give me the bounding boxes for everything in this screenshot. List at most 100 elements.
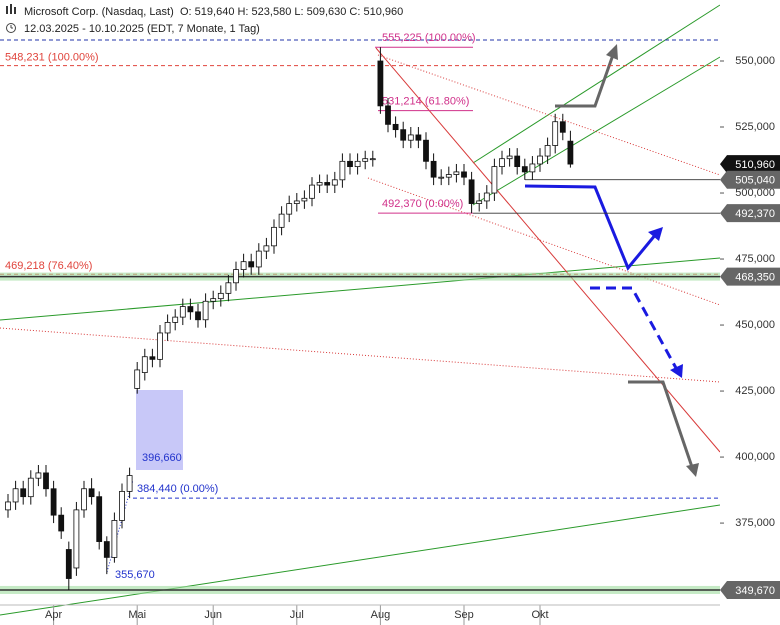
y-tick-label: 450,000 <box>735 319 775 331</box>
y-axis-panel <box>720 0 780 625</box>
candle-body <box>445 174 452 178</box>
x-tick-label: Sep <box>454 609 474 621</box>
x-tick-label: Okt <box>531 609 548 621</box>
candle-body <box>438 176 445 179</box>
candle-body <box>248 261 255 268</box>
candle-body <box>141 356 148 373</box>
candle-body <box>126 475 133 492</box>
candle-body <box>5 501 11 511</box>
candle-body <box>255 250 262 268</box>
candle-body <box>362 158 369 162</box>
candle-body <box>499 158 505 168</box>
candle-body <box>415 134 422 141</box>
price-box <box>720 204 780 223</box>
candle-body <box>468 179 475 204</box>
drawings <box>0 4 721 616</box>
candle-body <box>225 282 232 294</box>
candle-body <box>529 163 536 173</box>
candle-body <box>293 200 300 204</box>
level-label: 469,218 (76.40%) <box>5 260 92 272</box>
level-label: 531,214 (61.80%) <box>382 96 469 108</box>
candle-body <box>301 197 308 202</box>
candle-body <box>96 496 103 542</box>
level-label: 548,231 (100.00%) <box>5 52 99 64</box>
note-label: 396,660 <box>142 452 182 464</box>
price-box <box>720 267 780 286</box>
candle-body <box>347 160 353 168</box>
channel-line <box>472 56 721 206</box>
target-zone <box>136 390 183 470</box>
arrowhead <box>686 463 699 477</box>
y-tick-label: 475,000 <box>735 253 775 265</box>
candle-body <box>35 472 42 479</box>
y-tick-label: 500,000 <box>735 187 775 199</box>
arrowhead <box>648 227 663 241</box>
price-box-label: 505,040 <box>735 175 775 187</box>
candle-body <box>20 488 27 498</box>
candle-body <box>179 306 186 318</box>
candle-body <box>103 541 110 558</box>
candle-body <box>537 155 543 165</box>
candle-body <box>58 514 65 532</box>
candle-body <box>369 158 376 161</box>
candle-body <box>286 203 293 215</box>
candle-body <box>43 472 49 490</box>
x-tick-label: Aug <box>371 609 391 621</box>
instrument-title: Microsoft Corp. (Nasdaq, Last) <box>24 6 174 18</box>
level-label: 492,370 (0.00%) <box>382 198 463 210</box>
header: Microsoft Corp. (Nasdaq, Last) O: 519,64… <box>6 4 403 35</box>
trendline <box>0 327 721 383</box>
candle-body <box>506 155 513 160</box>
candle-body <box>324 182 331 186</box>
candle-body <box>339 160 346 181</box>
channel-line <box>472 4 721 164</box>
y-tick-label: 525,000 <box>735 121 775 133</box>
y-tick-label: 550,000 <box>735 55 775 67</box>
candle-body <box>119 490 125 521</box>
candle-body <box>187 306 194 313</box>
candle-body <box>164 322 171 334</box>
arrow <box>590 286 678 369</box>
trendline <box>377 54 721 176</box>
candle-body <box>81 488 87 511</box>
candle-body <box>157 332 163 360</box>
price-box <box>720 170 780 189</box>
candle-body <box>491 166 498 194</box>
candle-body <box>263 245 270 252</box>
price-box-label: 468,350 <box>735 271 775 283</box>
candle-body <box>521 166 528 173</box>
candle-body <box>271 226 277 247</box>
ohlc: O: 519,640 H: 523,580 L: 509,630 C: 510,… <box>180 6 403 18</box>
candle-body <box>385 105 391 125</box>
candle-body <box>559 121 566 133</box>
candle-body <box>202 300 209 321</box>
candle-body <box>392 123 399 131</box>
trendline <box>375 47 721 453</box>
candle-body <box>278 213 285 228</box>
price-box-label: 510,960 <box>735 159 775 171</box>
trendline <box>0 504 721 616</box>
arrow <box>524 184 658 271</box>
candle-body <box>172 316 179 323</box>
candle-body <box>423 139 429 162</box>
candle-body <box>453 171 460 175</box>
candle-body <box>476 200 483 204</box>
candle-body <box>309 184 315 199</box>
candle-body <box>88 488 95 498</box>
candle-body <box>27 477 34 498</box>
y-tick-label: 425,000 <box>735 385 775 397</box>
candle-body <box>65 549 72 579</box>
arrowhead <box>670 364 683 378</box>
x-tick-label: Jul <box>290 609 304 621</box>
trendline <box>367 177 721 306</box>
candle-body <box>50 488 57 516</box>
price-box-label: 492,370 <box>735 208 775 220</box>
date-range: 12.03.2025 - 10.10.2025 (EDT, 7 Monate, … <box>24 23 260 35</box>
trendline <box>0 257 721 321</box>
candle-body <box>316 182 323 186</box>
candle-body <box>483 192 490 202</box>
candle-body <box>407 134 414 141</box>
note-label: 355,670 <box>115 569 155 581</box>
candle-body <box>461 171 467 178</box>
